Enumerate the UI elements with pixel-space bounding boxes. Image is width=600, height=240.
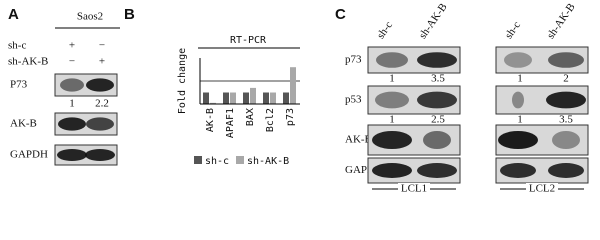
bar xyxy=(223,92,229,104)
blot-band xyxy=(423,131,451,149)
condition-mark: + xyxy=(99,56,105,68)
legend-label: sh-AK-B xyxy=(247,156,289,167)
blot-band xyxy=(375,91,409,109)
blot-band xyxy=(498,131,538,149)
bar xyxy=(250,87,256,104)
condition-label: sh-c xyxy=(8,40,26,52)
blot-band xyxy=(372,163,412,178)
bar xyxy=(263,92,269,104)
blot-label: p73 xyxy=(345,54,362,66)
blot-band xyxy=(376,52,408,68)
cell-line: Saos2 xyxy=(77,11,103,23)
blot-label: p53 xyxy=(345,94,362,106)
quant: 1 xyxy=(69,98,75,110)
legend-swatch xyxy=(194,156,202,164)
quant: 1 xyxy=(389,114,395,126)
bar xyxy=(230,92,236,104)
panel-label: B xyxy=(124,6,135,23)
quant: 2.2 xyxy=(95,98,109,110)
bar xyxy=(210,102,216,104)
quant: 3.5 xyxy=(559,114,573,126)
legend-label: sh-c xyxy=(205,156,229,167)
blot-band xyxy=(546,91,586,109)
blot-label: AK-B xyxy=(345,134,372,146)
group-label-bg xyxy=(526,183,558,195)
y-axis-label: Fold change xyxy=(177,48,188,114)
figure: A Saos2 B C sh-c + − sh-AK-B − + P73 AK-B GAPDH 1… xyxy=(8,1,589,195)
bar xyxy=(270,92,276,104)
bar xyxy=(283,92,289,104)
blot-band xyxy=(417,91,457,109)
blot-band xyxy=(60,78,84,92)
quant: 3.5 xyxy=(431,73,445,85)
group-label-bg xyxy=(398,183,430,195)
blot-band xyxy=(500,163,536,178)
group-label: LCL1 xyxy=(401,183,427,195)
column-label: sh-AK-B xyxy=(417,1,450,41)
blot-band xyxy=(548,163,584,178)
blot-band xyxy=(548,52,584,68)
x-tick-label: APAF1 xyxy=(225,108,236,138)
x-tick-label: AK-B xyxy=(205,108,216,132)
bar xyxy=(203,92,209,104)
panel-label: A xyxy=(8,6,19,23)
blot-band xyxy=(86,117,114,131)
x-tick-label: BAX xyxy=(245,108,256,126)
blot-band xyxy=(552,131,580,149)
blot-band xyxy=(85,149,115,161)
x-tick-label: Bcl2 xyxy=(265,108,276,132)
quant: 1 xyxy=(517,114,523,126)
column-label: sh-c xyxy=(503,19,523,41)
blot-band xyxy=(417,52,457,68)
quant: 1 xyxy=(517,73,523,85)
panel-label: C xyxy=(335,6,346,23)
blot-band xyxy=(504,52,532,68)
condition-label: sh-AK-B xyxy=(8,56,48,68)
condition-mark: − xyxy=(69,56,75,68)
blot-label: P73 xyxy=(10,79,28,91)
quant: 2 xyxy=(563,73,569,85)
blot-band xyxy=(58,117,86,131)
blot-band xyxy=(417,163,457,178)
legend-swatch xyxy=(236,156,244,164)
group-label: LCL2 xyxy=(529,183,555,195)
condition-mark: − xyxy=(99,40,105,52)
column-label: sh-AK-B xyxy=(545,1,578,41)
blot-band xyxy=(512,91,524,109)
bar xyxy=(243,92,249,104)
blot-label: GAPDH xyxy=(10,149,48,161)
condition-mark: + xyxy=(69,40,75,52)
x-tick-label: p73 xyxy=(285,108,296,126)
bar xyxy=(290,67,296,104)
blot-band xyxy=(57,149,87,161)
blot-band xyxy=(86,78,114,92)
blot-label: AK-B xyxy=(10,118,37,130)
column-label: sh-c xyxy=(375,19,395,41)
blot-band xyxy=(372,131,412,149)
chart-title: RT-PCR xyxy=(230,35,267,46)
quant: 1 xyxy=(389,73,395,85)
quant: 2.5 xyxy=(431,114,445,126)
